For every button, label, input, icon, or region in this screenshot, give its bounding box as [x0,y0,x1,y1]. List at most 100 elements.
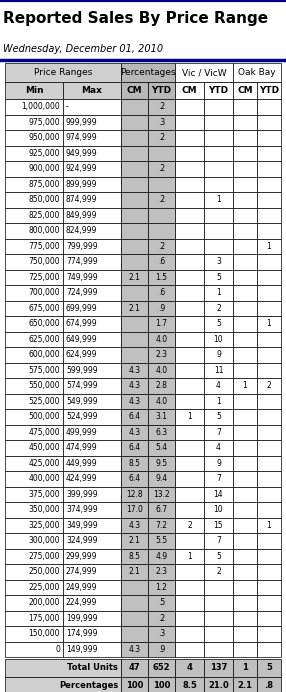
Text: 2: 2 [187,521,192,530]
Bar [204,424,233,440]
Bar [175,300,204,316]
Bar [204,502,233,518]
Bar [175,316,204,331]
Text: 7.2: 7.2 [156,521,168,530]
Bar [148,176,175,192]
Bar [233,595,257,610]
Text: 900,000: 900,000 [28,164,60,173]
Bar [5,378,63,394]
Bar [148,455,175,471]
Text: 11: 11 [214,366,223,375]
Text: 2.8: 2.8 [156,381,167,390]
Bar [257,285,281,300]
Bar [121,455,148,471]
Bar [233,223,257,239]
Bar [121,239,148,254]
Text: 2: 2 [216,567,221,576]
Bar [5,518,63,533]
Bar [175,285,204,300]
Bar [175,471,204,486]
Bar [148,533,175,549]
Bar [5,579,63,595]
Text: 2.1: 2.1 [129,304,140,313]
Text: 1: 1 [216,397,221,406]
Bar [148,610,175,626]
Bar [0,38,286,60]
Text: 13.2: 13.2 [153,490,170,499]
Bar [148,424,175,440]
Bar [204,564,233,579]
Bar [204,363,233,378]
Text: YTD: YTD [208,86,229,95]
Bar [63,533,121,549]
Bar [5,626,63,641]
Text: Price Ranges: Price Ranges [34,68,92,77]
Bar [204,626,233,641]
Bar [121,659,148,677]
Text: 700,000: 700,000 [28,289,60,298]
Bar [175,239,204,254]
Text: 574,999: 574,999 [66,381,98,390]
Bar [175,677,204,692]
Bar [233,99,257,114]
Bar [257,518,281,533]
Text: Percentages: Percentages [59,682,118,691]
Bar [121,641,148,657]
Bar [63,223,121,239]
Bar [233,579,257,595]
Text: Wednesday, December 01, 2010: Wednesday, December 01, 2010 [3,44,163,54]
Bar [233,331,257,347]
Bar [121,347,148,363]
Bar [175,533,204,549]
Bar [121,176,148,192]
Bar [233,130,257,145]
Bar [63,347,121,363]
Text: 225,000: 225,000 [29,583,60,592]
Bar [121,533,148,549]
Text: 5: 5 [216,273,221,282]
Text: 6.3: 6.3 [155,428,168,437]
Bar [121,161,148,176]
Bar [63,626,121,641]
Text: .6: .6 [158,289,165,298]
Bar [148,161,175,176]
Text: 21.0: 21.0 [208,682,229,691]
Text: 375,000: 375,000 [28,490,60,499]
Text: 4: 4 [216,381,221,390]
Bar [121,471,148,486]
Bar [63,518,121,533]
Bar [121,363,148,378]
Bar [175,130,204,145]
Bar [204,239,233,254]
Bar [204,471,233,486]
Text: 599,999: 599,999 [66,366,98,375]
Bar [63,161,121,176]
Text: 7: 7 [216,428,221,437]
Bar [5,130,63,145]
Bar [257,549,281,564]
Bar [5,114,63,130]
Text: 475,000: 475,000 [28,428,60,437]
Bar [5,549,63,564]
Text: 624,999: 624,999 [66,350,98,359]
Bar [5,145,63,161]
Bar [233,285,257,300]
Text: 8.5: 8.5 [128,552,140,561]
Bar [5,254,63,269]
Bar [121,378,148,394]
Bar [121,192,148,208]
Bar [121,579,148,595]
Bar [257,641,281,657]
Bar [233,564,257,579]
Bar [63,409,121,424]
Text: 6.4: 6.4 [128,444,140,453]
Bar [148,549,175,564]
Text: Max: Max [82,86,102,95]
Text: Vic / VicW: Vic / VicW [182,68,226,77]
Bar [204,595,233,610]
Text: 949,999: 949,999 [66,149,98,158]
Text: 4.3: 4.3 [128,521,140,530]
Bar [233,300,257,316]
Text: 899,999: 899,999 [66,180,98,189]
Text: 7: 7 [216,474,221,483]
